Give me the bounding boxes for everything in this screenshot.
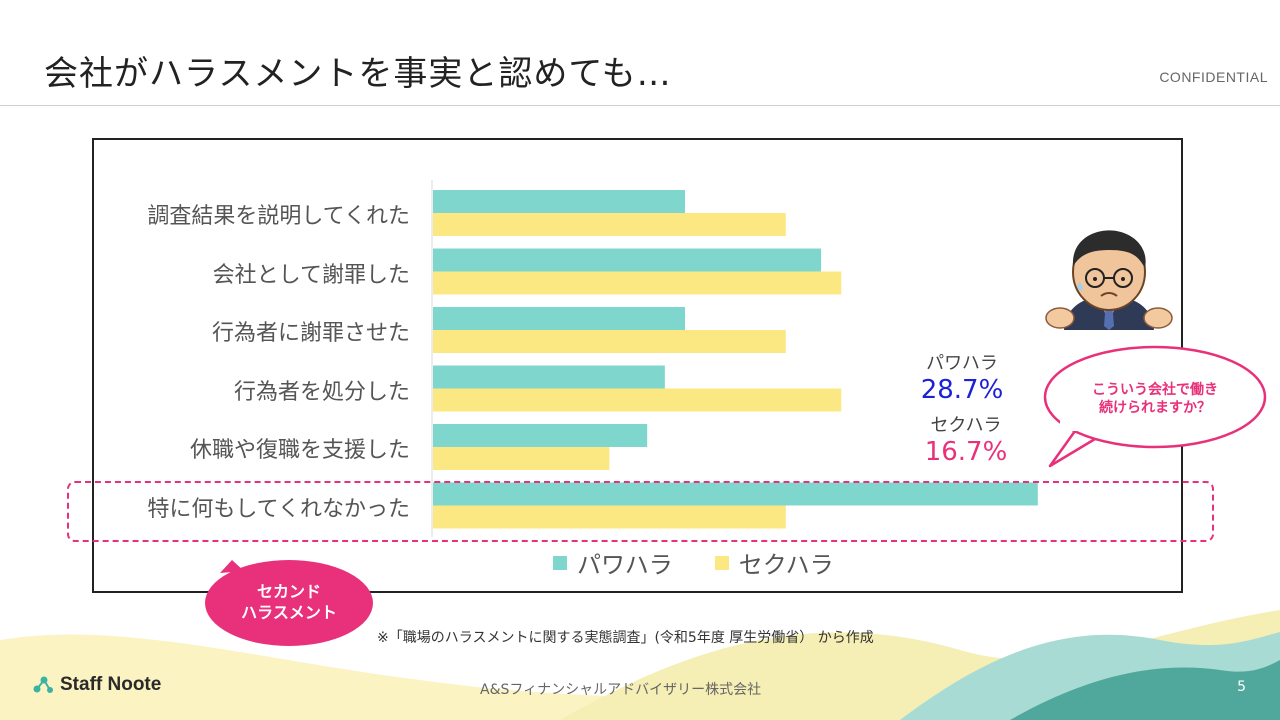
bar-pawahara-3	[433, 365, 665, 389]
bar-sekuhara-1	[433, 271, 842, 295]
legend-swatch-sekuhara	[714, 555, 729, 570]
bar-pawahara-0	[433, 190, 685, 213]
legend-swatch-pawahara	[553, 555, 567, 570]
question-line1: こういう会社で働き	[1092, 382, 1218, 398]
chart-legend: パワハラ セクハラ	[553, 545, 834, 580]
bar-sekuhara-0	[433, 213, 786, 236]
logo-text: Staff Noote	[60, 674, 162, 695]
bar-sekuhara-4	[433, 447, 610, 470]
pawahara-stat-value: 28.7%	[920, 375, 1004, 405]
category-label-4: 休職や復職を支援した	[189, 438, 410, 463]
question-line2: 続けられますか？	[1099, 400, 1211, 416]
bar-pawahara-4	[433, 424, 648, 447]
bar-pawahara-2	[433, 307, 685, 330]
page-number: 5	[1237, 679, 1246, 695]
second-harassment-text: セカンド ハラスメント	[205, 581, 373, 623]
category-label-2: 行為者に謝罪させた	[211, 321, 410, 346]
logo-mark-icon	[33, 676, 53, 693]
legend-item-sekuhara: セクハラ	[714, 545, 834, 580]
second-harassment-line1: セカンド	[256, 582, 321, 601]
pawahara-stat: パワハラ 28.7%	[916, 349, 1008, 405]
category-label-5: 特に何もしてくれなかった	[147, 496, 410, 522]
category-labels: 調査結果を説明してくれた会社として謝罪した 行為者に謝罪させた行為者を処分した休職…	[96, 0, 410, 720]
bar-pawahara-5	[433, 482, 1038, 506]
category-label-1: 会社として謝罪した	[212, 262, 410, 288]
category-label-3: 行為者を処分した	[233, 379, 410, 405]
confidential-label: CONFIDENTIAL	[1159, 69, 1268, 85]
category-label-0: 調査結果を説明してくれた	[147, 204, 410, 229]
title-divider	[0, 105, 1280, 106]
company-name: A&Sフィナンシャルアドバイザリー株式会社	[480, 682, 762, 698]
bar-pawahara-1	[433, 248, 822, 272]
legend-label-pawahara: パワハラ	[577, 551, 673, 579]
legend-item-pawahara: パワハラ	[553, 545, 673, 580]
bar-sekuhara-3	[433, 388, 842, 412]
bar-sekuhara-2	[433, 330, 786, 353]
pawahara-stat-label: パワハラ	[926, 353, 998, 374]
page-title: 会社がハラスメントを事実と認めても…	[44, 54, 672, 94]
bar-sekuhara-5	[433, 505, 786, 529]
highlight-dashed-box	[67, 481, 1214, 542]
sekuhara-stat-value: 16.7%	[924, 437, 1008, 467]
legend-label-sekuhara: セクハラ	[738, 551, 834, 579]
second-harassment-line2: ハラスメント	[241, 603, 337, 622]
staff-note-logo: Staff Noote	[32, 674, 161, 696]
sekuhara-stat-label: セクハラ	[930, 415, 1002, 436]
question-bubble-text: こういう会社で働き 続けられますか？	[1045, 381, 1265, 417]
sekuhara-stat: セクハラ 16.7%	[916, 411, 1016, 467]
source-note: ※「職場のハラスメントに関する実態調査」(令和5年度 厚生労働省） から作成	[377, 630, 874, 646]
